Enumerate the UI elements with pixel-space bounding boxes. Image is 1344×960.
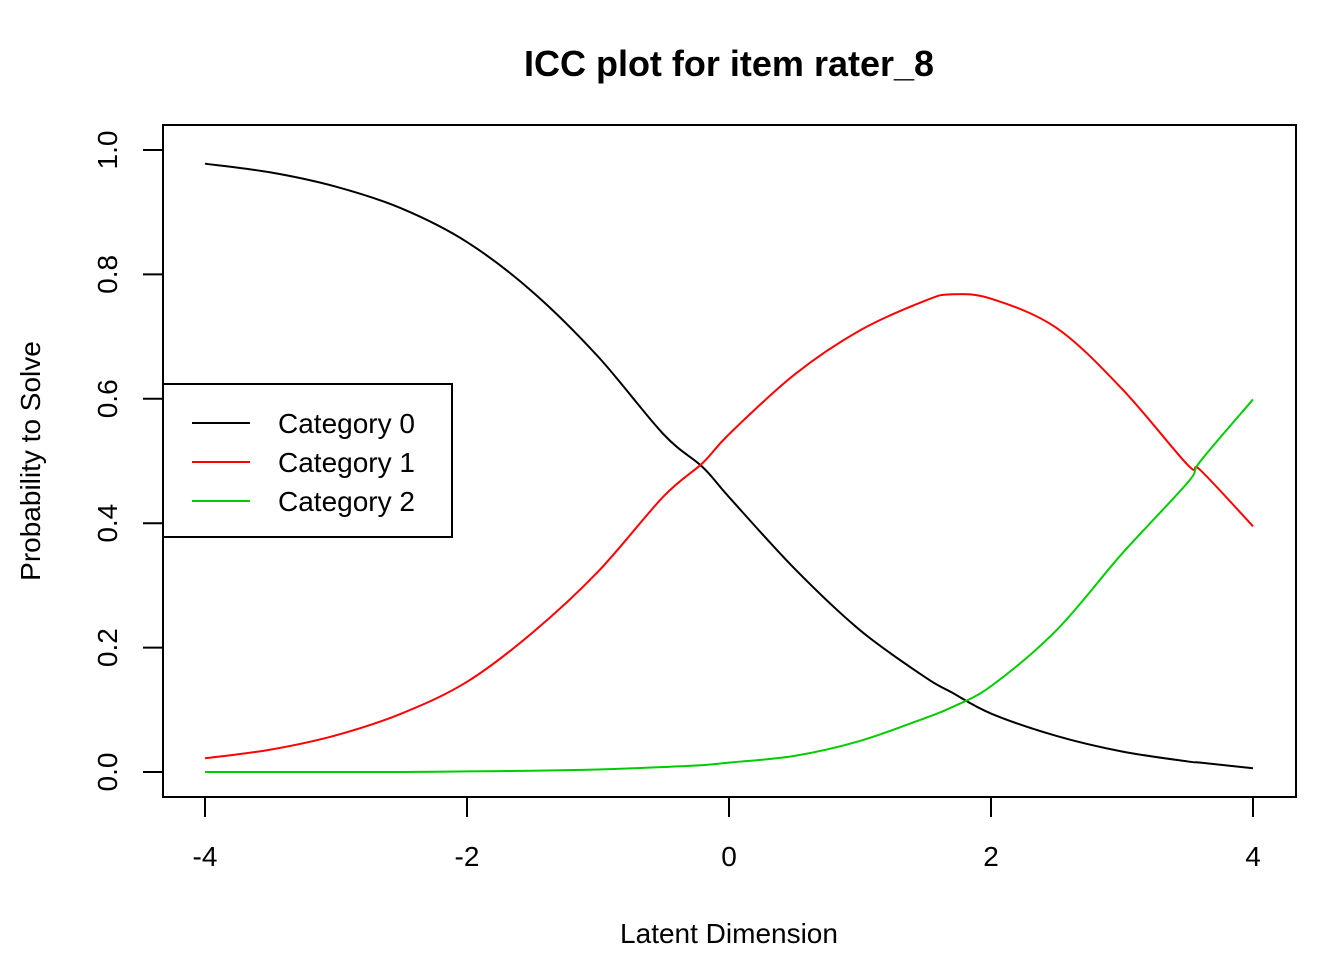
y-tick-label: 0.0 bbox=[92, 753, 123, 792]
series-line-category-2 bbox=[205, 398, 1254, 774]
y-axis-label: Probability to Solve bbox=[15, 341, 46, 581]
series-line-category-1 bbox=[204, 293, 1254, 760]
chart-title: ICC plot for item rater_8 bbox=[524, 43, 934, 84]
x-tick-label: 2 bbox=[983, 841, 999, 872]
y-tick-label: 0.2 bbox=[92, 628, 123, 667]
y-tick-label: 0.6 bbox=[92, 379, 123, 418]
x-axis-label: Latent Dimension bbox=[620, 918, 838, 949]
legend-label: Category 1 bbox=[278, 447, 415, 478]
y-tick-label: 0.4 bbox=[92, 504, 123, 543]
legend-label: Category 0 bbox=[278, 408, 415, 439]
x-tick-label: -4 bbox=[193, 841, 218, 872]
legend-label: Category 2 bbox=[278, 486, 415, 517]
series-lines bbox=[204, 162, 1254, 774]
y-tick-label: 0.8 bbox=[92, 255, 123, 294]
x-tick-label: 0 bbox=[721, 841, 737, 872]
legend: Category 0 Category 1 Category 2 bbox=[162, 383, 453, 538]
legend-entries: Category 0 Category 1 Category 2 bbox=[192, 408, 415, 517]
x-tick-label: -2 bbox=[455, 841, 480, 872]
legend-box bbox=[162, 383, 453, 538]
x-tick-label: 4 bbox=[1245, 841, 1261, 872]
y-tick-label: 1.0 bbox=[92, 131, 123, 170]
series-line-category-0 bbox=[204, 162, 1254, 770]
